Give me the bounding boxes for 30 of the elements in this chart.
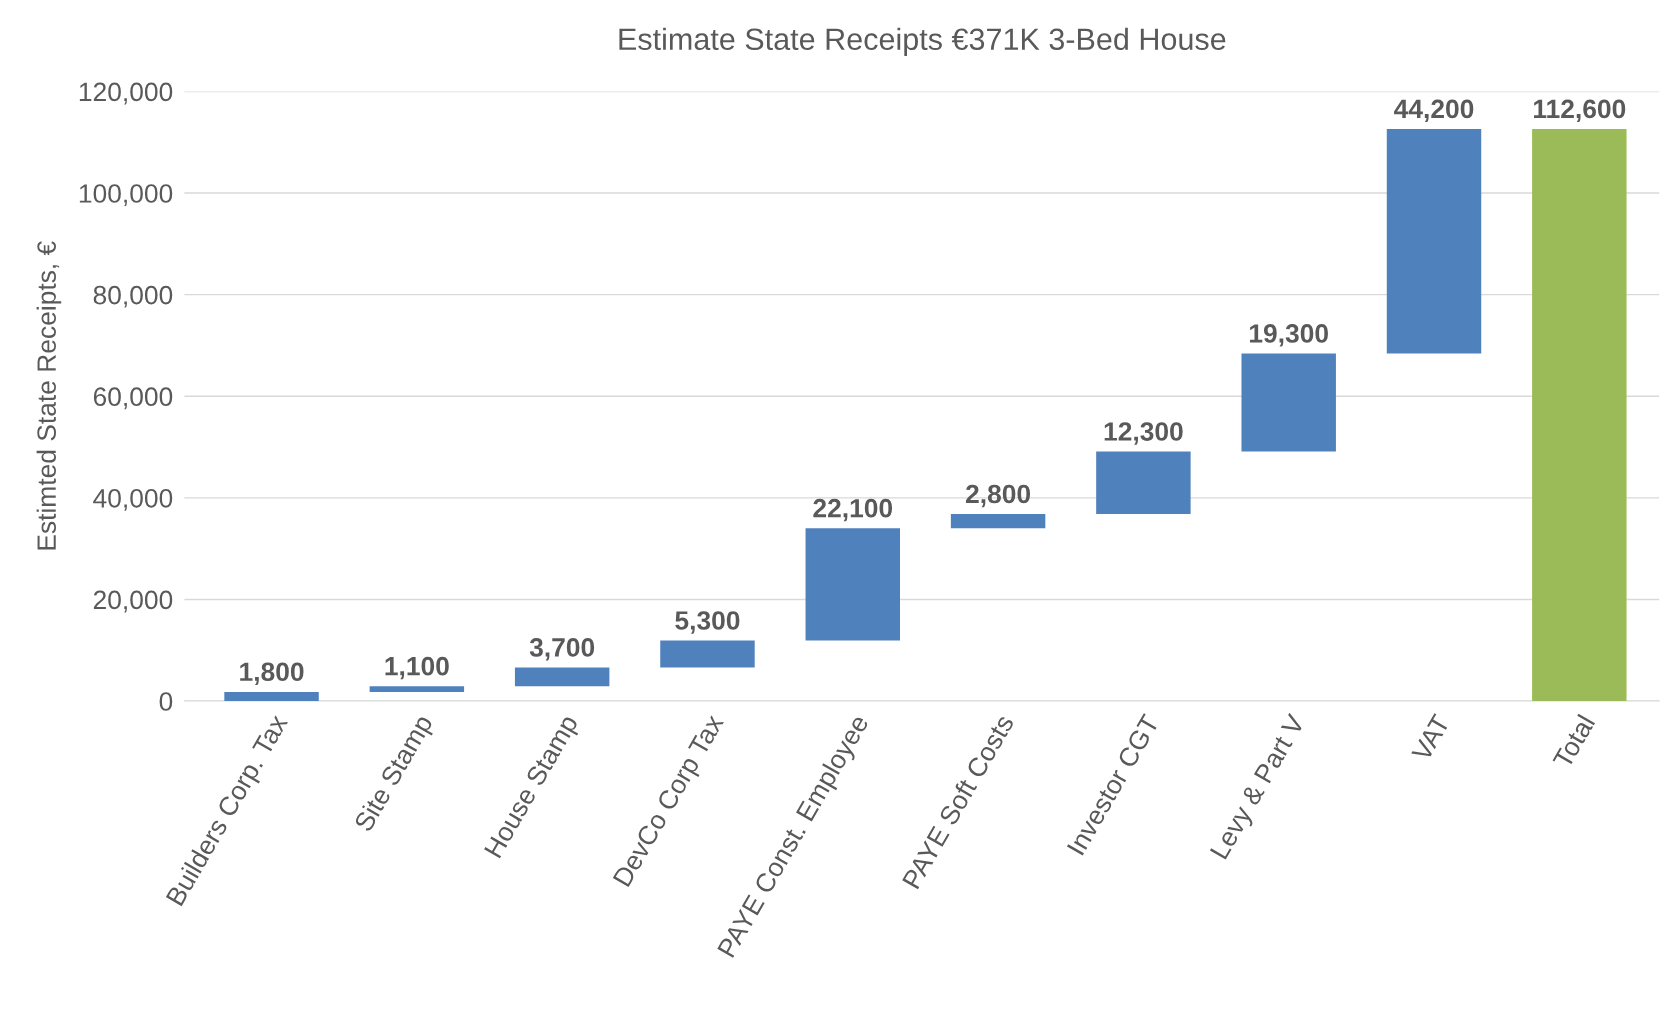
y-tick-label: 120,000 — [79, 82, 173, 105]
y-tick-label: 40,000 — [93, 488, 173, 511]
y-tick-label: 60,000 — [93, 387, 173, 410]
y-tick-label: 80,000 — [93, 285, 173, 308]
bar — [1096, 451, 1191, 515]
data-label: 5,300 — [675, 611, 740, 634]
bar — [805, 528, 900, 641]
data-label: 22,100 — [813, 498, 893, 522]
x-tick-label: VAT — [1411, 713, 1451, 763]
bar — [1386, 129, 1482, 354]
bar — [514, 667, 610, 687]
y-tick-label: 100,000 — [79, 184, 173, 206]
bar — [1532, 129, 1627, 702]
y-tick-label: 0 — [159, 692, 173, 711]
y-tick-label: 20,000 — [93, 590, 173, 613]
data-label: 2,800 — [965, 484, 1031, 508]
data-label: 3,700 — [529, 638, 595, 661]
bar — [950, 514, 1046, 529]
data-label: 44,200 — [1394, 99, 1474, 123]
bar — [1241, 353, 1336, 452]
bar — [660, 640, 755, 668]
data-label: 19,300 — [1250, 324, 1328, 347]
bar — [224, 691, 319, 702]
y-axis-title: Estimted State Receipts, € — [36, 241, 62, 550]
bar — [369, 686, 465, 692]
chart-title: Estimate State Receipts €371K 3-Bed House — [619, 27, 1226, 57]
data-label: 1,100 — [385, 656, 449, 680]
data-label: 112,600 — [1534, 99, 1626, 123]
data-label: 1,800 — [240, 662, 304, 685]
data-label: 12,300 — [1104, 422, 1183, 445]
